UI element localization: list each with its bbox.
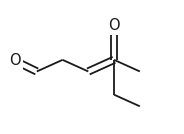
Text: O: O: [9, 53, 21, 68]
Text: O: O: [108, 18, 120, 33]
